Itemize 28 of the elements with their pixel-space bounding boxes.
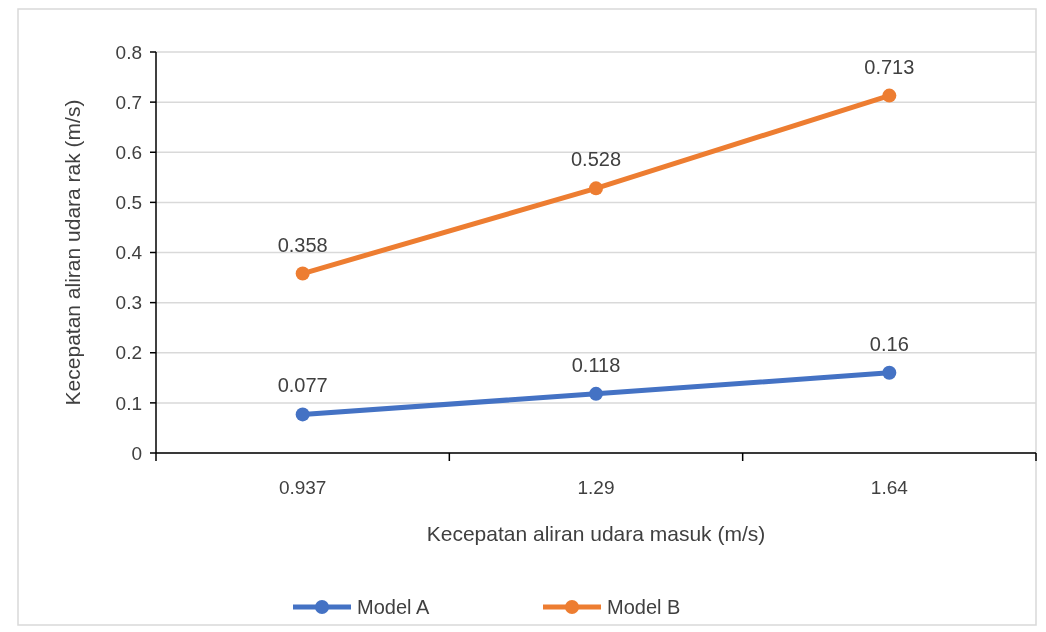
- y-tick-label: 0: [131, 442, 142, 464]
- y-tick-label: 0.8: [115, 41, 142, 63]
- data-label: 0.713: [864, 55, 915, 78]
- y-axis-title: Kecepatan aliran udara rak (m/s): [61, 99, 84, 406]
- x-tick-label: 1.29: [577, 477, 615, 498]
- data-label: 0.528: [570, 148, 622, 171]
- point: [295, 407, 310, 422]
- point: [882, 88, 897, 103]
- data-label: 0.077: [277, 374, 328, 397]
- point: [589, 181, 603, 196]
- y-tick-label: 0.6: [115, 141, 142, 163]
- y-tick-label: 0.2: [115, 342, 142, 364]
- legend-label: Model A: [357, 596, 430, 618]
- legend-label: Model B: [607, 596, 681, 618]
- x-tick-label: 1.64: [870, 477, 909, 498]
- point: [589, 386, 603, 401]
- y-tick-label: 0.7: [115, 91, 142, 113]
- y-tick-label: 0.5: [115, 192, 142, 214]
- point: [882, 365, 897, 380]
- x-tick-label: 0.937: [278, 477, 327, 498]
- y-tick-label: 0.3: [115, 292, 142, 314]
- y-tick-label: 0.4: [115, 242, 143, 264]
- data-label: 0.118: [571, 353, 621, 376]
- data-label: 0.16: [869, 332, 909, 355]
- y-tick-label: 0.1: [115, 392, 142, 414]
- x-axis-title: Kecepatan aliran udara masuk (m/s): [426, 522, 766, 545]
- point: [295, 266, 310, 281]
- data-label: 0.358: [277, 233, 328, 256]
